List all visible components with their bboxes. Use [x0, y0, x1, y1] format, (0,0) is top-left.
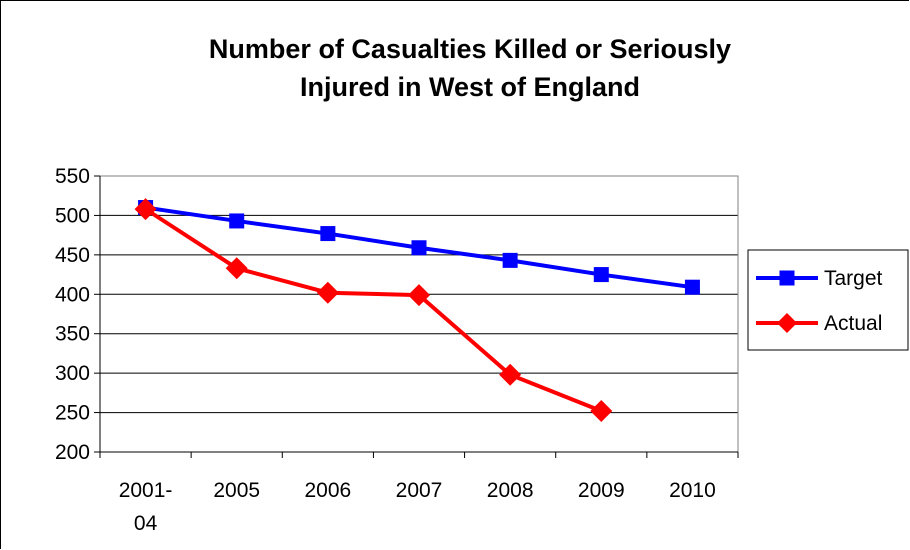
y-tick-label: 400 [55, 283, 90, 306]
legend-box [747, 249, 909, 351]
x-tick-label: 04 [134, 512, 158, 535]
y-tick-label: 300 [55, 362, 90, 385]
legend-label-actual: Actual [824, 312, 882, 335]
legend-marker-target [779, 270, 795, 286]
data-point [684, 279, 700, 295]
legend-label-target: Target [824, 267, 883, 290]
data-point [229, 213, 245, 229]
data-point [225, 257, 248, 280]
x-tick-label: 2005 [213, 479, 260, 502]
data-point [499, 363, 522, 386]
chart-title-line-1: Number of Casualties Killed or Seriously [208, 34, 732, 64]
x-tick-label: 2001- [119, 479, 173, 502]
chart-title: Number of Casualties Killed or Seriously… [100, 30, 840, 106]
series-line-actual [144, 207, 603, 413]
y-tick-label: 200 [55, 441, 90, 464]
data-point [590, 399, 613, 422]
data-point [134, 198, 157, 221]
data-point [316, 281, 339, 304]
data-point [408, 284, 430, 307]
data-point [411, 240, 427, 256]
x-tick-label: 2006 [304, 479, 351, 502]
chart-title-line-2: Injured in West of England [299, 72, 640, 102]
legend-marker-actual [777, 313, 797, 333]
y-tick-label: 450 [55, 244, 90, 267]
y-tick-label: 550 [55, 165, 90, 188]
y-tick-label: 250 [55, 402, 90, 425]
data-point [320, 226, 336, 242]
x-tick-label: 2007 [396, 479, 443, 502]
y-tick-label: 500 [55, 204, 90, 227]
plot-area [99, 175, 739, 453]
x-tick-label: 2008 [487, 479, 534, 502]
data-point [502, 252, 518, 268]
x-tick-label: 2010 [669, 479, 716, 502]
data-point [593, 267, 609, 283]
y-tick-label: 350 [55, 323, 90, 346]
x-tick-label: 2009 [578, 479, 625, 502]
